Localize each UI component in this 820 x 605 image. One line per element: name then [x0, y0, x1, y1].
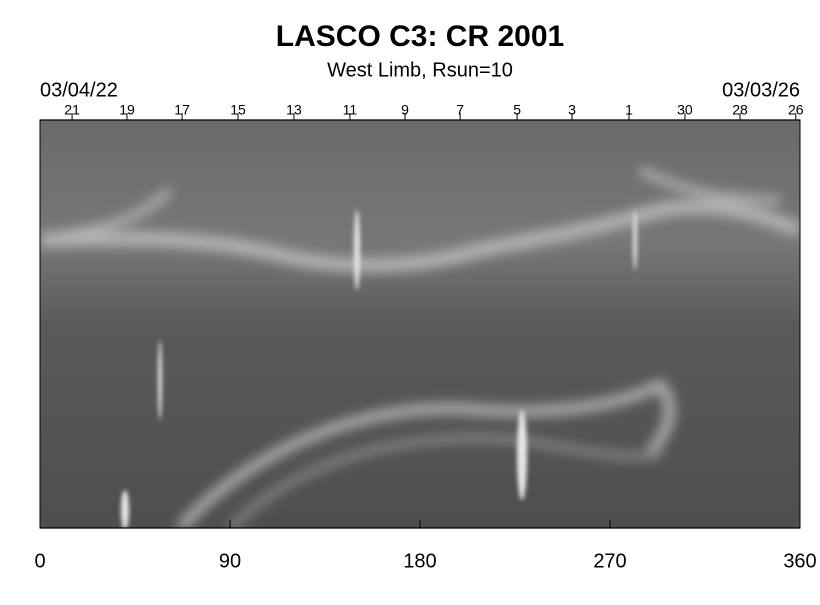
x-tick-label: 180	[403, 550, 436, 572]
top-tick-label: 19	[119, 102, 135, 118]
bright-features	[121, 210, 637, 528]
top-tick-label: 21	[64, 102, 80, 118]
x-tick-label: 270	[593, 550, 626, 572]
streamer-belt	[40, 166, 800, 528]
top-tick-label: 30	[677, 102, 693, 118]
top-tick-label: 1	[625, 102, 633, 118]
chart-title: LASCO C3: CR 2001	[276, 20, 564, 53]
top-tick-label: 5	[513, 102, 521, 118]
top-tick-label: 28	[732, 102, 748, 118]
map-background	[40, 120, 800, 528]
top-tick-label: 9	[401, 102, 409, 118]
top-tick-label: 3	[568, 102, 576, 118]
top-tick-label: 26	[788, 102, 804, 118]
top-tick-label: 17	[174, 102, 190, 118]
chart-subtitle: West Limb, Rsun=10	[327, 59, 513, 81]
end-date: 03/03/26	[722, 79, 800, 101]
top-tick-label: 11	[343, 102, 358, 118]
synoptic-map	[40, 120, 800, 528]
top-tick-label: 13	[286, 102, 302, 118]
start-date: 03/04/22	[40, 79, 118, 101]
x-tick-label: 0	[34, 550, 45, 572]
x-tick-label: 360	[783, 550, 816, 572]
x-tick-label: 90	[219, 550, 241, 572]
top-tick-label: 15	[230, 102, 246, 118]
top-tick-label: 7	[456, 102, 464, 118]
